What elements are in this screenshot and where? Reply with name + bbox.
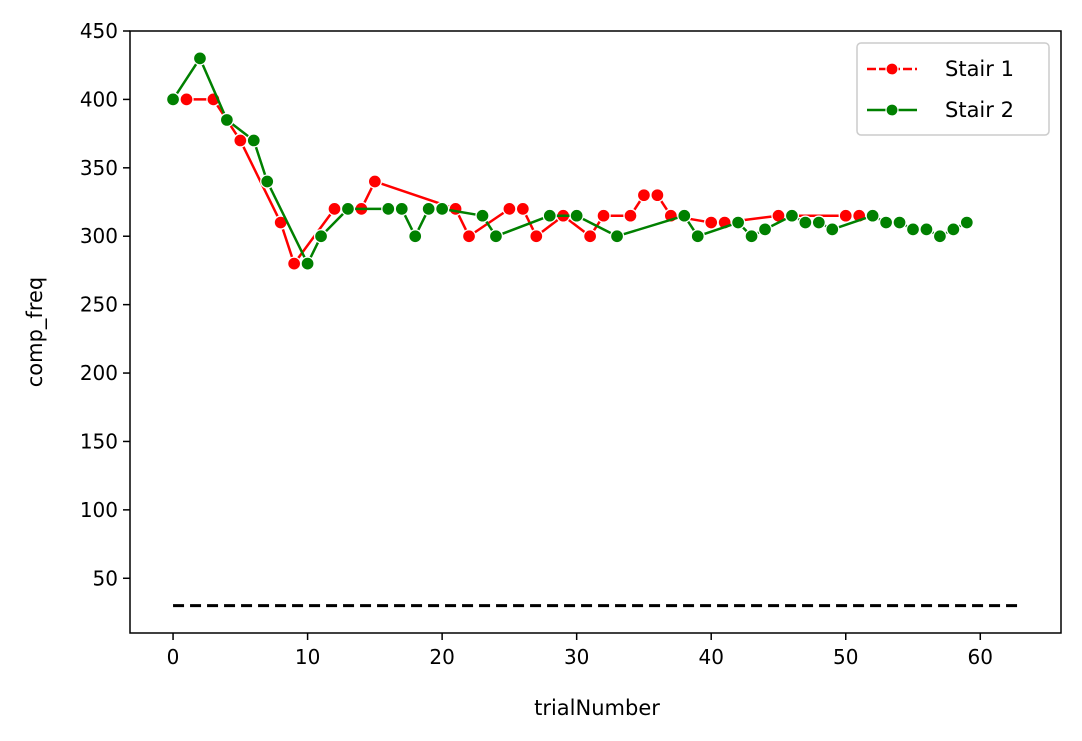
data-point: [502, 201, 517, 217]
data-point: [421, 201, 436, 217]
data-point: [677, 208, 692, 223]
data-point: [515, 201, 530, 217]
legend-box: [856, 42, 1050, 136]
data-point: [636, 188, 652, 203]
y-tick-label: 150: [80, 429, 118, 453]
data-point: [730, 215, 746, 230]
y-tick-label: 450: [80, 19, 118, 43]
data-point: [394, 201, 409, 217]
y-tick-label: 300: [80, 224, 118, 248]
x-tick-label: 0: [167, 645, 180, 669]
data-point: [192, 51, 208, 66]
x-tick-label: 40: [698, 645, 723, 669]
data-point: [825, 222, 840, 237]
data-point: [408, 229, 423, 244]
plot-frame: [129, 30, 1062, 634]
y-axis-label: comp_freq: [23, 277, 48, 388]
data-point: [300, 256, 315, 271]
data-point: [327, 201, 342, 217]
data-point: [811, 215, 826, 230]
data-point: [838, 208, 853, 223]
data-point: [219, 112, 235, 128]
x-tick-label: 30: [564, 645, 589, 669]
data-point: [865, 208, 880, 223]
y-tick-label: 200: [80, 361, 118, 385]
x-tick-label: 60: [968, 645, 993, 669]
data-point: [798, 215, 813, 230]
data-point: [784, 208, 800, 223]
legend-label-stair-2: Stair 2: [945, 98, 1014, 122]
data-point: [461, 229, 477, 244]
data-point: [892, 215, 907, 230]
legend-marker-stair-1: [885, 62, 899, 76]
data-point: [367, 174, 383, 189]
x-tick-label: 20: [429, 645, 454, 669]
data-point: [596, 208, 611, 223]
data-point: [475, 208, 490, 223]
legend-marker-stair-2: [885, 103, 899, 117]
data-point: [165, 92, 181, 107]
y-tick-label: 100: [80, 498, 118, 522]
data-point: [233, 133, 248, 148]
data-point: [959, 215, 974, 230]
data-point: [569, 208, 584, 223]
series-stair-2: [165, 51, 974, 271]
data-point: [448, 201, 463, 217]
data-point: [434, 201, 450, 217]
data-point: [313, 229, 329, 244]
data-point: [609, 229, 625, 244]
data-point: [744, 229, 759, 244]
data-point: [529, 229, 544, 244]
data-point: [650, 188, 665, 203]
y-tick-label: 350: [80, 156, 118, 180]
data-point: [932, 229, 948, 244]
data-point: [690, 229, 705, 244]
data-point: [488, 229, 504, 244]
y-tick-label: 250: [80, 293, 118, 317]
x-tick-label: 10: [295, 645, 320, 669]
x-tick-label: 50: [833, 645, 858, 669]
data-point: [623, 208, 638, 223]
data-point: [878, 215, 894, 230]
data-point: [542, 208, 557, 223]
data-point: [905, 222, 921, 237]
data-point: [286, 256, 302, 271]
data-point: [946, 222, 961, 237]
x-axis: 0 10 20 30 40 50 60: [167, 633, 993, 669]
data-point: [179, 92, 194, 107]
x-axis-label: trialNumber: [534, 696, 660, 720]
data-point: [757, 222, 773, 237]
series-layer: [165, 51, 1021, 608]
data-point: [381, 201, 396, 217]
y-tick-label: 50: [93, 566, 118, 590]
data-point: [704, 215, 719, 230]
data-point: [919, 222, 934, 237]
data-point: [260, 174, 275, 189]
legend-label-stair-1: Stair 1: [945, 57, 1014, 81]
data-point: [582, 229, 598, 244]
y-tick-label: 400: [80, 87, 118, 111]
legend: Stair 1 Stair 2: [856, 42, 1050, 136]
data-point: [246, 133, 261, 148]
data-point: [340, 201, 356, 217]
y-axis: 50 100 150 200 250 300 350 400 450: [80, 19, 130, 590]
